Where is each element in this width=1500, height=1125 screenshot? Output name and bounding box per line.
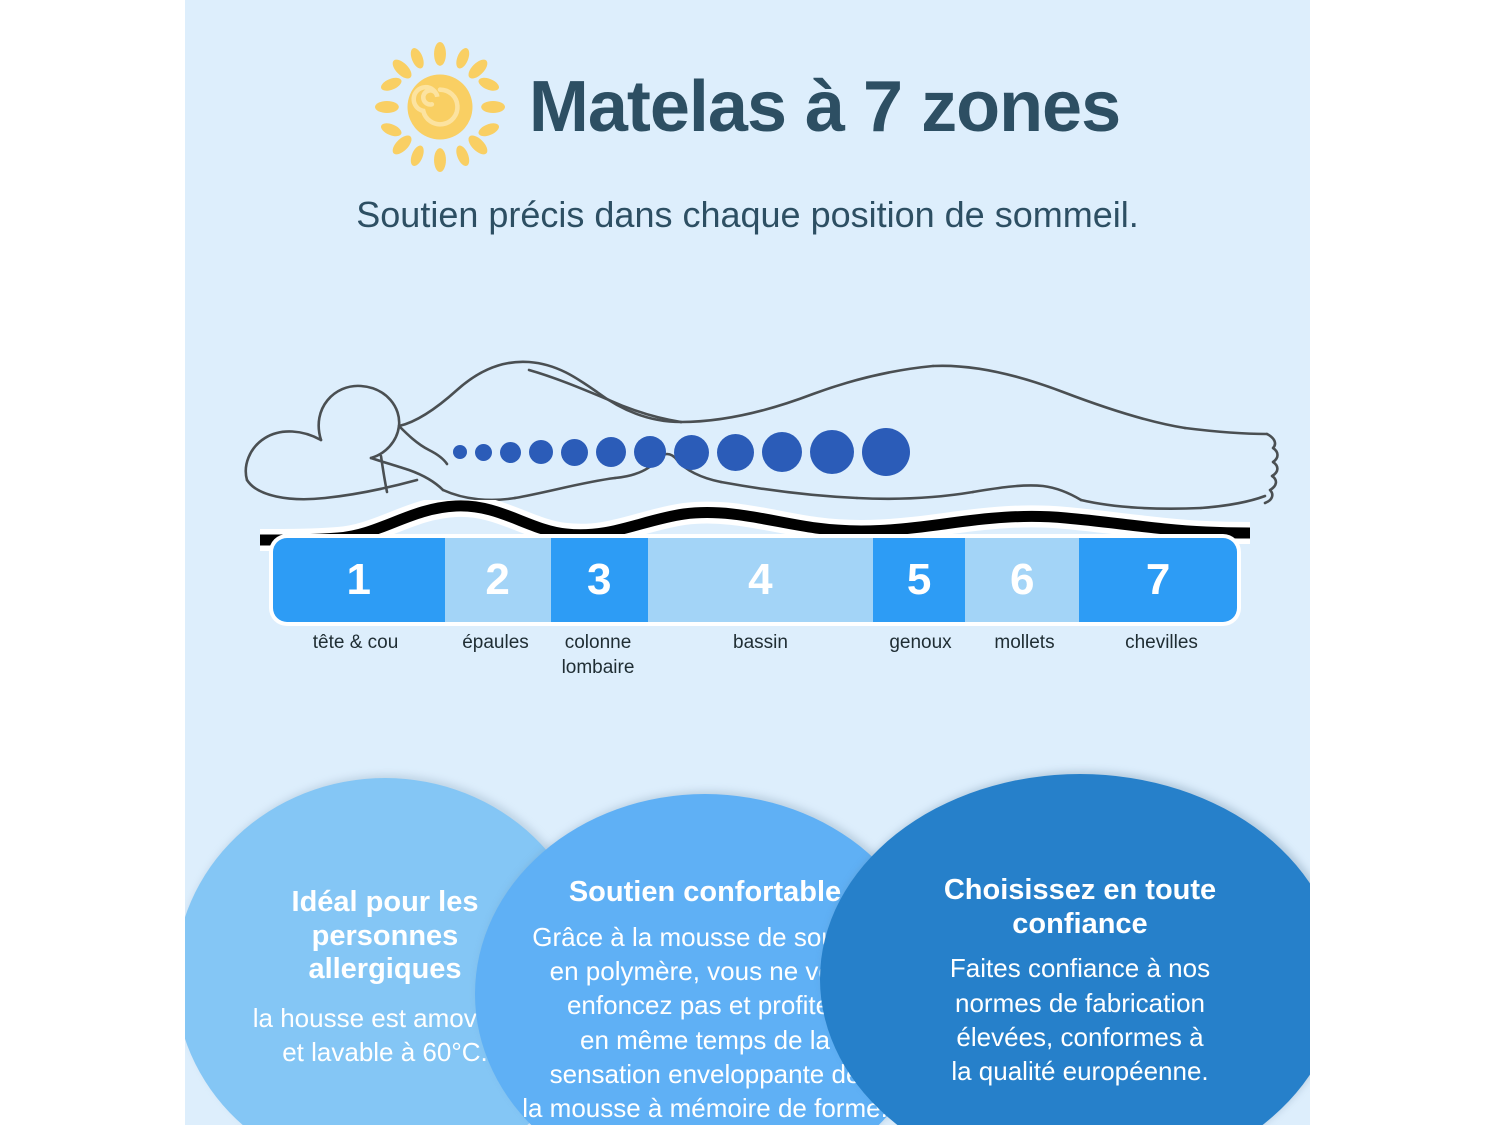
sun-icon	[374, 42, 505, 172]
mattress-zone-4: 4	[647, 538, 873, 622]
mattress-zone-3: 3	[550, 538, 648, 622]
title-row: Matelas à 7 zones	[185, 0, 1310, 172]
mattress-zone-6: 6	[965, 538, 1080, 622]
zone-label-5: genoux	[889, 632, 952, 653]
spine-alignment-dots	[453, 428, 910, 476]
spine-dot-9	[717, 433, 754, 471]
spine-dot-7	[634, 436, 666, 468]
mattress-zone-1: 1	[273, 538, 445, 622]
zone-label-7: chevilles	[1125, 632, 1198, 653]
zone-label-3: colonne lombaire	[561, 632, 635, 679]
spine-dot-2	[475, 443, 492, 461]
mattress-zone-2: 2	[444, 538, 551, 622]
benefit-title: Choisissez en toute confiance	[943, 874, 1217, 940]
infographic-poster: Matelas à 7 zones Soutien précis dans ch…	[185, 0, 1310, 1125]
sleeping-person-icon	[244, 360, 1279, 511]
spine-dot-10	[762, 432, 802, 472]
mattress-zone-7: 7	[1079, 538, 1237, 622]
benefit-body: Faites confiance à nos normes de fabricat…	[949, 953, 1211, 1087]
mattress-zone-5: 5	[872, 538, 966, 622]
zone-label-4: bassin	[733, 632, 788, 653]
zone-labels: tête & cou épaules colonne lombaire bassin ge…	[269, 630, 1241, 680]
spine-dot-11	[810, 430, 854, 474]
spine-dot-4	[529, 440, 553, 464]
zone-label-2: épaules	[462, 632, 529, 653]
spine-dot-12	[862, 428, 910, 476]
benefit-title: Idéal pour les personnes allergiques	[291, 886, 479, 986]
benefit-title: Soutien confortable	[568, 876, 842, 908]
spine-dot-8	[674, 434, 709, 470]
page-subtitle: Soutien précis dans chaque position de s…	[356, 194, 1139, 235]
zone-label-1: tête & cou	[312, 632, 399, 653]
page-title: Matelas à 7 zones	[528, 67, 1121, 147]
zone-label-6: mollets	[994, 632, 1055, 653]
spine-dot-1	[453, 445, 467, 459]
header: Matelas à 7 zones Soutien précis dans ch…	[185, 0, 1310, 236]
spine-dot-3	[500, 441, 521, 463]
benefit-body: la housse est amovible et lavable à 60°C.	[252, 1002, 518, 1068]
benefit-body: Grâce à la mousse de soutien en polymère,…	[522, 921, 888, 1124]
benefits-section: Idéal pour les personnes allergiques la h…	[185, 770, 1310, 1125]
spine-dot-6	[596, 437, 626, 467]
benefit-bubble-quality: Choisissez en toute confiance Faites conf…	[820, 774, 1310, 1125]
spine-dot-5	[561, 438, 588, 466]
